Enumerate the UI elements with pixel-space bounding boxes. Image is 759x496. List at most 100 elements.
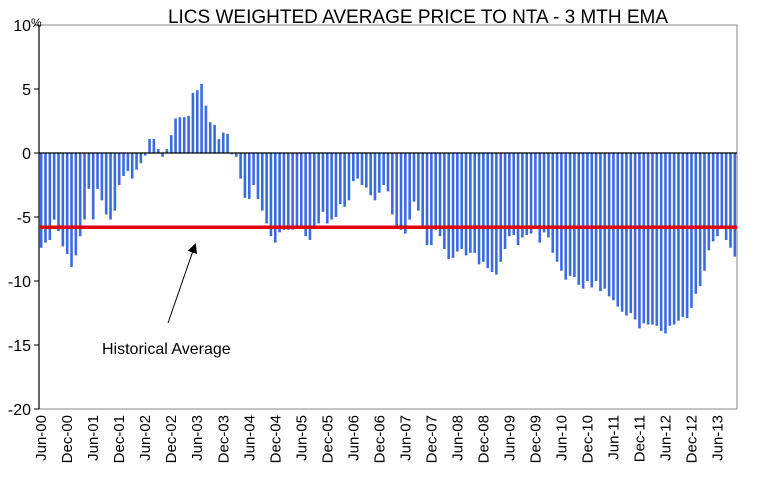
bar xyxy=(343,153,346,207)
bar xyxy=(694,153,698,294)
bar xyxy=(152,138,156,153)
bar xyxy=(252,153,255,185)
bar xyxy=(291,153,294,230)
bar xyxy=(113,153,117,211)
bar xyxy=(273,153,277,243)
bar xyxy=(204,105,208,153)
bar xyxy=(499,153,503,262)
annotation-historical-average: Historical Average xyxy=(102,341,231,358)
bar xyxy=(326,153,329,224)
bar xyxy=(369,153,372,196)
x-tick-label: Jun-00 xyxy=(33,415,50,461)
bar xyxy=(48,153,52,241)
x-tick-label: Dec-08 xyxy=(475,415,492,463)
bar xyxy=(87,153,91,189)
x-tick-label: Dec-01 xyxy=(111,415,128,463)
bar xyxy=(607,153,611,297)
bar xyxy=(330,153,333,220)
bar xyxy=(295,153,299,229)
bar xyxy=(169,135,173,153)
bar xyxy=(525,153,529,235)
bar xyxy=(174,118,177,153)
bar xyxy=(52,153,56,220)
bar xyxy=(425,153,429,246)
y-tick-label: -5 xyxy=(17,210,31,227)
bar xyxy=(117,153,121,185)
x-tick-label: Jun-12 xyxy=(658,415,675,461)
x-tick-label: Jun-04 xyxy=(241,415,258,461)
bar xyxy=(187,115,190,153)
bar xyxy=(109,153,112,220)
x-tick-label: Dec-07 xyxy=(423,415,440,463)
bar xyxy=(395,153,398,228)
bar xyxy=(386,153,390,192)
bar xyxy=(542,153,546,233)
bar xyxy=(282,153,286,230)
bar xyxy=(620,153,624,312)
bar xyxy=(308,153,312,241)
bar xyxy=(724,153,728,241)
y-unit-label: % xyxy=(31,16,42,30)
bar xyxy=(200,83,203,153)
bar xyxy=(677,153,680,321)
bar xyxy=(646,153,650,325)
bar xyxy=(651,153,654,325)
bar xyxy=(161,153,164,157)
bar xyxy=(78,153,82,237)
bar xyxy=(720,153,724,229)
bar xyxy=(638,153,641,329)
bar xyxy=(664,153,667,334)
bar xyxy=(568,153,572,276)
bar xyxy=(260,153,264,211)
bar xyxy=(304,153,307,237)
bar xyxy=(603,153,607,289)
bar xyxy=(247,153,251,200)
bar xyxy=(625,153,628,316)
bar xyxy=(213,124,216,153)
bar xyxy=(581,153,585,289)
bar xyxy=(668,153,672,326)
bar xyxy=(460,153,463,249)
x-tick-label: Jun-03 xyxy=(189,415,206,461)
bar xyxy=(616,153,620,307)
x-tick-label: Jun-10 xyxy=(553,415,570,461)
bar xyxy=(477,153,481,265)
bar xyxy=(404,153,407,234)
bar xyxy=(434,153,437,230)
bar xyxy=(269,153,273,237)
bar xyxy=(560,153,563,271)
bar xyxy=(447,153,450,260)
bar xyxy=(430,153,433,246)
bar xyxy=(178,117,182,153)
x-tick-label: Dec-10 xyxy=(579,415,596,463)
bar xyxy=(629,153,633,313)
x-tick-label: Jun-02 xyxy=(137,415,154,461)
bar xyxy=(313,153,316,228)
bar xyxy=(590,153,594,288)
bar xyxy=(391,153,394,215)
bar xyxy=(57,153,60,232)
x-tick-label: Dec-04 xyxy=(267,415,284,463)
bar xyxy=(729,153,732,248)
bar xyxy=(408,153,411,220)
bar xyxy=(208,122,212,153)
bar xyxy=(456,153,459,252)
y-tick-label: -15 xyxy=(8,338,31,355)
bar xyxy=(321,153,325,212)
bar xyxy=(347,153,351,201)
plot-area xyxy=(38,24,738,410)
bar xyxy=(278,153,281,233)
bar xyxy=(44,153,47,243)
bar xyxy=(226,133,229,153)
bar xyxy=(239,153,242,179)
bar xyxy=(265,153,268,224)
bar xyxy=(61,153,65,247)
x-tick-label: Jun-05 xyxy=(293,415,310,461)
x-tick-label: Jun-07 xyxy=(397,415,414,461)
y-axis-ticks: 10 5 0 -5 -10 -15 -20% xyxy=(8,16,42,419)
x-tick-label: Dec-11 xyxy=(632,415,649,462)
bar xyxy=(96,153,99,189)
bar xyxy=(382,153,385,185)
x-tick-label: Dec-00 xyxy=(59,415,76,463)
